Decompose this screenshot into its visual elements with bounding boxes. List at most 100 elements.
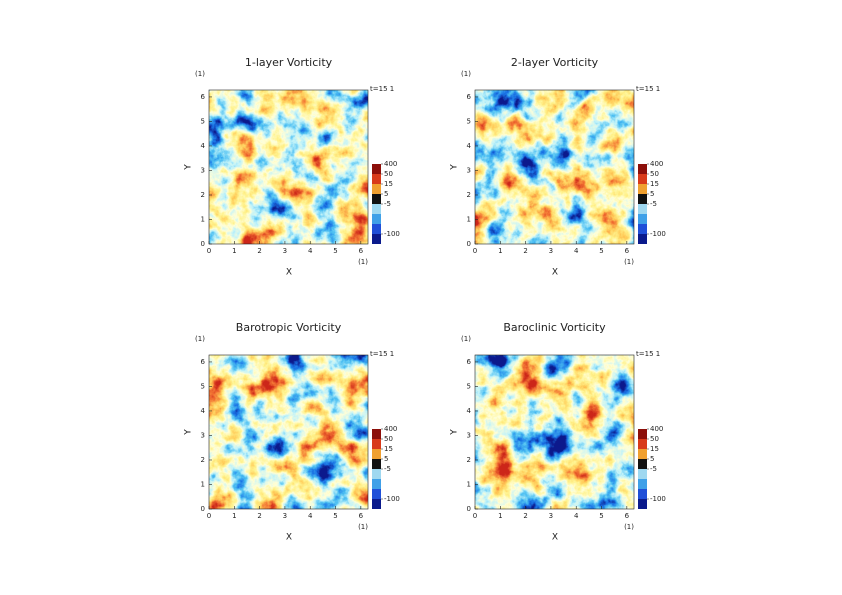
colorbar-block bbox=[638, 194, 647, 204]
colorbar-label: -100 bbox=[650, 230, 666, 238]
y-tick-label: 3 bbox=[201, 166, 205, 174]
y-tick-label: 3 bbox=[201, 431, 205, 439]
x-tick-label: 1 bbox=[232, 512, 236, 520]
colorbar-label: 50 bbox=[384, 435, 393, 443]
y-tick-label: 0 bbox=[201, 240, 205, 248]
colorbar-block bbox=[372, 479, 381, 489]
y-axis-label: Y bbox=[450, 164, 460, 171]
panel: Baroclinic Vorticity 0 1 2 3 4 5 6 0 1 2 3 4 5 6 X Y (1) (… bbox=[450, 321, 666, 543]
x-unit: (1) bbox=[358, 523, 368, 531]
x-tick-label: 5 bbox=[599, 512, 603, 520]
colorbar-block bbox=[372, 184, 381, 194]
chart-title: 1-layer Vorticity bbox=[245, 56, 333, 69]
x-tick-label: 5 bbox=[333, 512, 337, 520]
colorbar-block bbox=[372, 429, 381, 439]
colorbar-block bbox=[638, 469, 647, 479]
colorbar-label: 15 bbox=[384, 180, 393, 188]
y-axis-label: Y bbox=[184, 164, 194, 171]
colorbar-block bbox=[638, 499, 647, 509]
colorbar-label: -5 bbox=[384, 465, 391, 473]
plot-frame bbox=[208, 354, 369, 510]
plot-frame bbox=[474, 89, 635, 245]
colorbar-label: 5 bbox=[650, 455, 654, 463]
x-tick-label: 2 bbox=[523, 512, 527, 520]
x-unit: (1) bbox=[358, 258, 368, 266]
colorbar-label: -5 bbox=[384, 200, 391, 208]
colorbar-block bbox=[372, 174, 381, 184]
x-tick-label: 0 bbox=[473, 512, 477, 520]
y-tick-label: 3 bbox=[467, 166, 471, 174]
y-tick-label: 5 bbox=[201, 117, 205, 125]
colorbar-block bbox=[638, 184, 647, 194]
y-tick-label: 2 bbox=[201, 191, 205, 199]
colorbar-label: -100 bbox=[650, 495, 666, 503]
panel: Barotropic Vorticity 0 1 2 3 4 5 6 0 1 2 3 4 5 6 X Y (1) (… bbox=[184, 321, 400, 543]
x-tick-label: 5 bbox=[599, 247, 603, 255]
y-tick-label: 4 bbox=[467, 142, 472, 150]
y-axis-label: Y bbox=[184, 429, 194, 436]
y-tick-label: 5 bbox=[467, 382, 471, 390]
colorbar-block bbox=[638, 214, 647, 224]
x-unit: (1) bbox=[624, 523, 634, 531]
colorbar-block bbox=[372, 439, 381, 449]
y-unit: (1) bbox=[461, 70, 471, 78]
x-axis-label: X bbox=[552, 268, 558, 278]
x-tick-label: 4 bbox=[308, 247, 313, 255]
x-tick-label: 5 bbox=[333, 247, 337, 255]
x-axis-label: X bbox=[286, 533, 292, 543]
colorbar-label: 5 bbox=[650, 190, 654, 198]
y-tick-label: 6 bbox=[201, 93, 206, 101]
colorbar-label: 50 bbox=[384, 170, 393, 178]
x-axis-label: X bbox=[552, 533, 558, 543]
y-tick-label: 6 bbox=[201, 358, 206, 366]
x-tick-label: 1 bbox=[498, 512, 502, 520]
x-tick-label: 0 bbox=[473, 247, 477, 255]
y-tick-label: 4 bbox=[201, 407, 206, 415]
colorbar-label: 50 bbox=[650, 435, 659, 443]
x-tick-label: 6 bbox=[625, 247, 630, 255]
x-tick-label: 4 bbox=[574, 247, 579, 255]
y-unit: (1) bbox=[195, 335, 205, 343]
x-tick-label: 6 bbox=[625, 512, 630, 520]
time-annotation: t=15 1 bbox=[370, 350, 394, 358]
y-tick-label: 5 bbox=[201, 382, 205, 390]
field-image bbox=[209, 90, 368, 244]
colorbar-label: 5 bbox=[384, 190, 388, 198]
y-tick-label: 2 bbox=[201, 456, 205, 464]
colorbar-block bbox=[372, 469, 381, 479]
x-tick-label: 2 bbox=[523, 247, 527, 255]
y-tick-label: 1 bbox=[467, 215, 471, 223]
colorbar-label: -100 bbox=[384, 230, 400, 238]
x-tick-label: 1 bbox=[498, 247, 502, 255]
colorbar-block bbox=[372, 164, 381, 174]
colorbar-block bbox=[638, 449, 647, 459]
colorbar-block bbox=[638, 164, 647, 174]
x-tick-label: 4 bbox=[574, 512, 579, 520]
colorbar-label: 15 bbox=[650, 445, 659, 453]
colorbar-label: 50 bbox=[650, 170, 659, 178]
y-axis-label: Y bbox=[450, 429, 460, 436]
colorbar-block bbox=[638, 224, 647, 234]
y-tick-label: 1 bbox=[467, 480, 471, 488]
panel: 1-layer Vorticity 0 1 2 3 4 5 6 0 1 2 3 4 5 6 X Y (1) (1) t… bbox=[184, 56, 400, 278]
y-tick-label: 6 bbox=[467, 358, 472, 366]
x-tick-label: 4 bbox=[308, 512, 313, 520]
time-annotation: t=15 1 bbox=[636, 85, 660, 93]
colorbar-block bbox=[372, 449, 381, 459]
x-tick-label: 0 bbox=[207, 512, 211, 520]
y-tick-label: 1 bbox=[201, 215, 205, 223]
colorbar-block bbox=[372, 214, 381, 224]
colorbar-block bbox=[372, 234, 381, 244]
y-tick-label: 0 bbox=[201, 505, 205, 513]
colorbar-label: 15 bbox=[384, 445, 393, 453]
colorbar-block bbox=[638, 174, 647, 184]
colorbar-label: 5 bbox=[384, 455, 388, 463]
x-axis-label: X bbox=[286, 268, 292, 278]
x-tick-label: 3 bbox=[549, 247, 553, 255]
colorbar-label: 15 bbox=[650, 180, 659, 188]
colorbar-block bbox=[638, 429, 647, 439]
y-tick-label: 5 bbox=[467, 117, 471, 125]
colorbar-block bbox=[638, 439, 647, 449]
y-tick-label: 3 bbox=[467, 431, 471, 439]
